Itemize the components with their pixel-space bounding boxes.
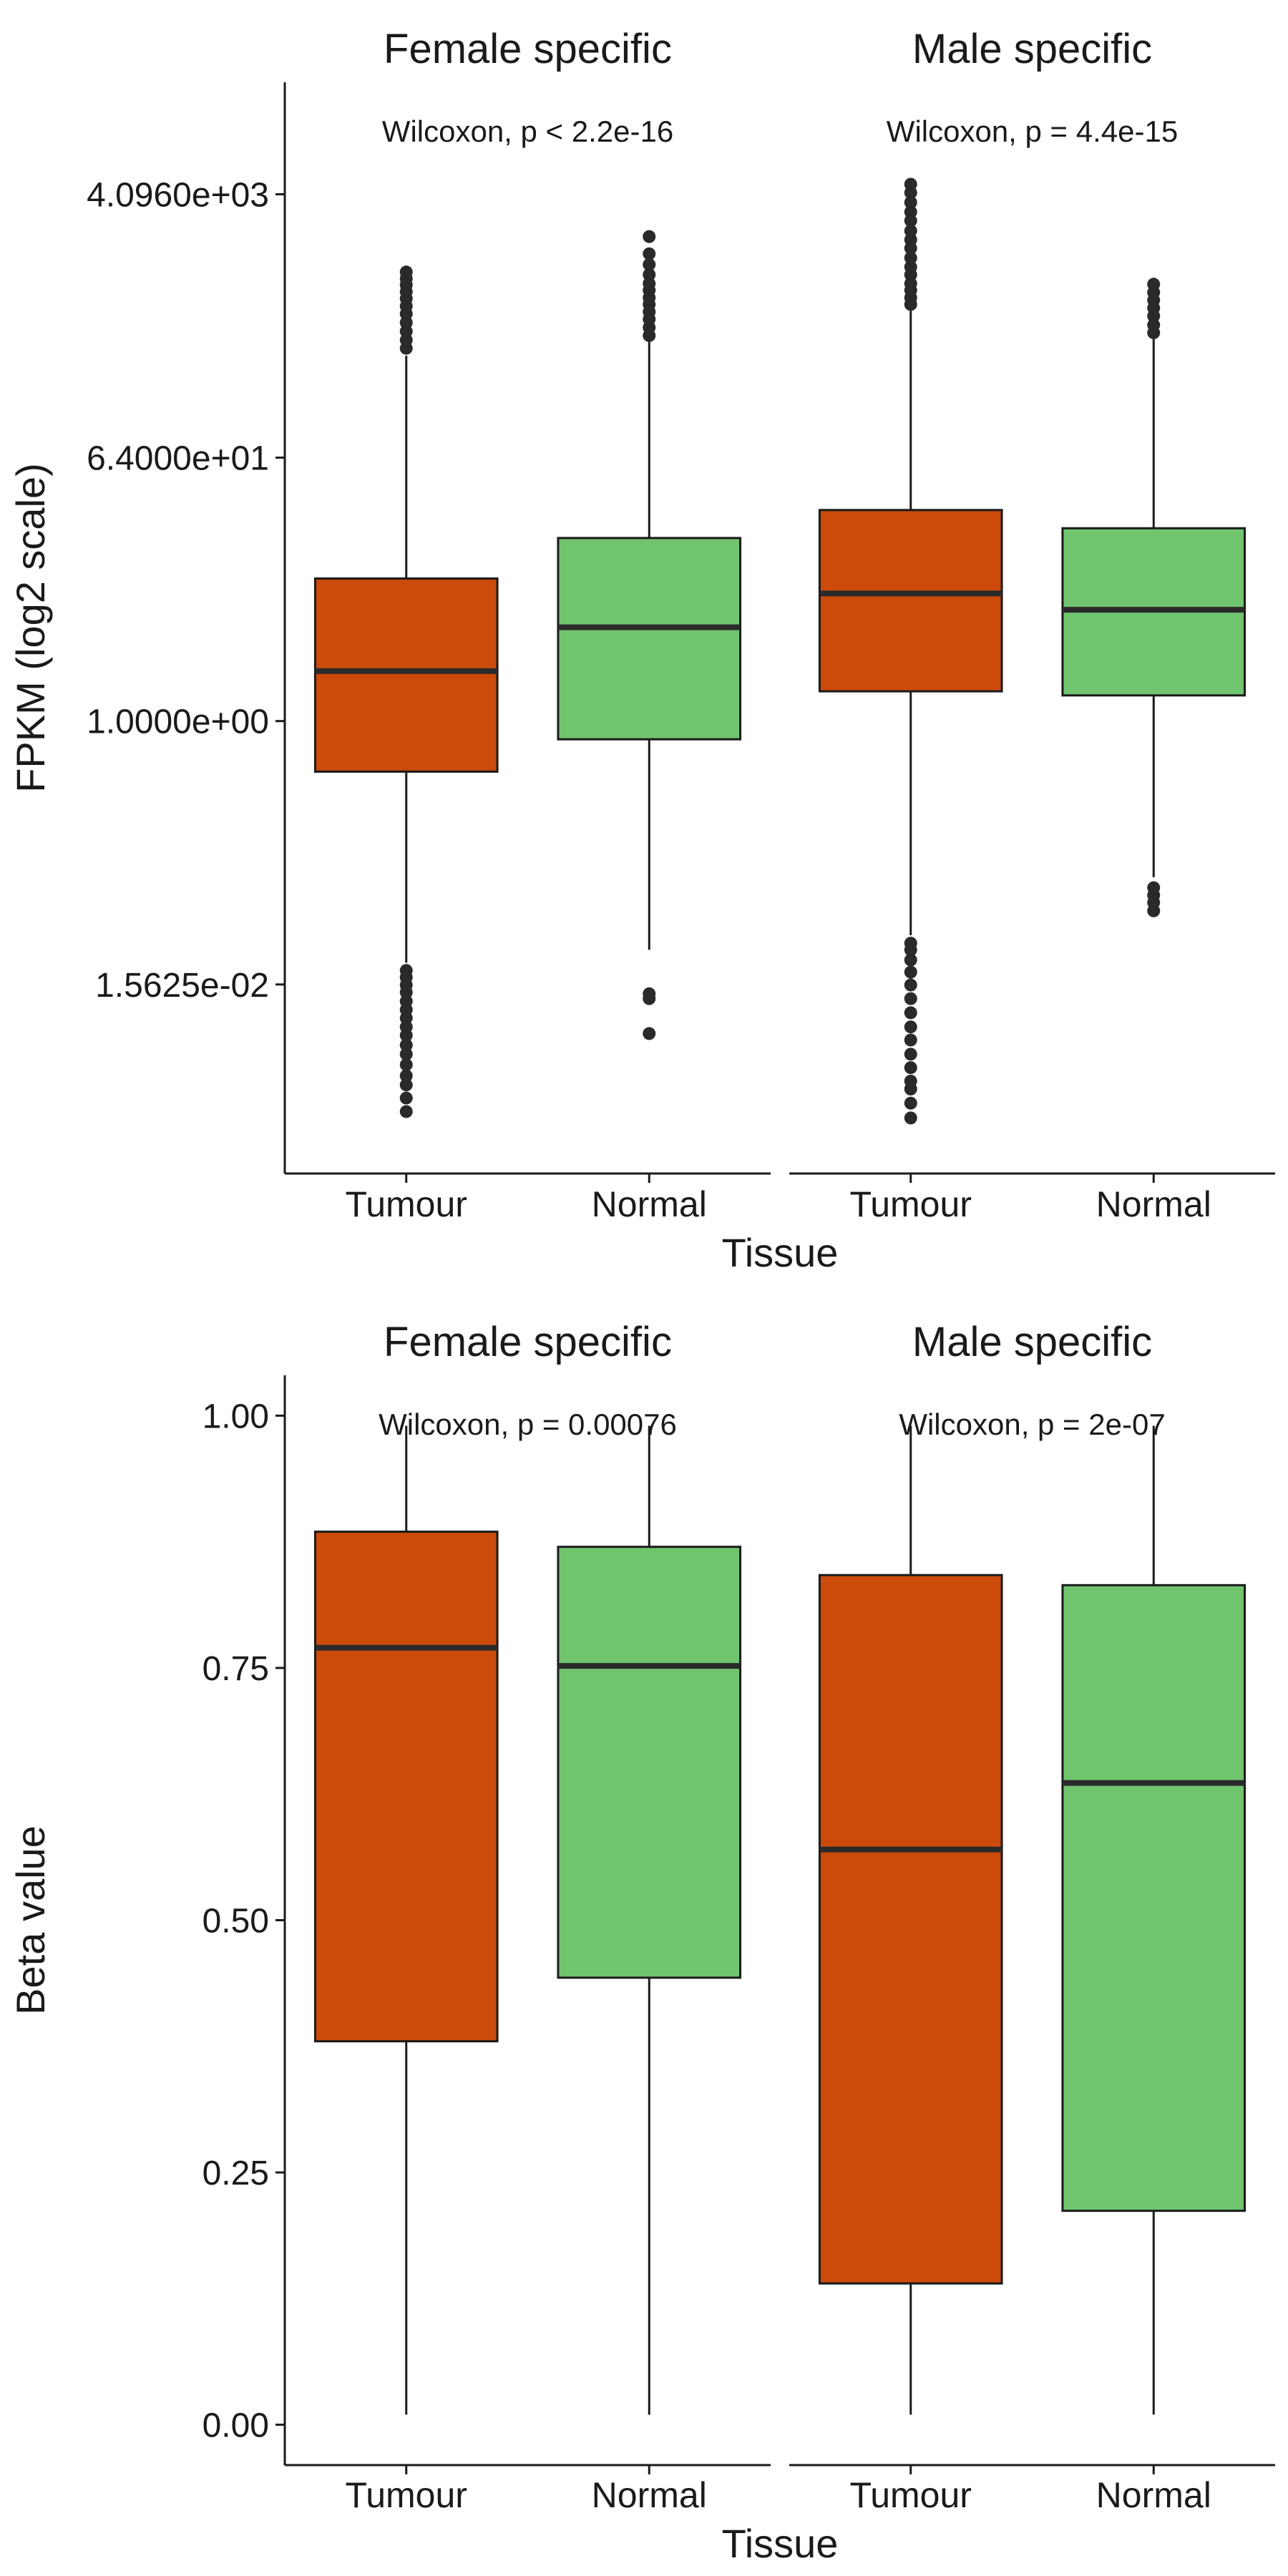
outlier-point: [399, 995, 413, 1008]
x-tick-label: Normal: [1096, 1184, 1211, 1224]
y-axis-title: Beta value: [8, 1825, 53, 2015]
outlier-point: [904, 1006, 917, 1020]
box-iqr: [557, 537, 742, 741]
box-tumour: Tumour: [313, 265, 499, 1224]
box-normal: Normal: [557, 230, 742, 1224]
outlier-point: [399, 1038, 413, 1052]
x-tick-label: Normal: [592, 1184, 707, 1224]
outlier-point: [904, 1096, 917, 1110]
outlier-point: [904, 978, 917, 992]
outlier-point: [904, 251, 917, 265]
box-tumour: Tumour: [818, 1425, 1003, 2515]
beta-boxplot: 0.00 0.25 0.50 0.75 1.00 Beta value Tissue Fema…: [8, 1319, 1275, 2566]
outlier-point: [904, 224, 917, 238]
y-tick-label: 4.0960e+03: [87, 176, 269, 214]
outlier-point: [399, 1058, 413, 1071]
x-tick-label: Tumour: [346, 1184, 467, 1224]
outlier-point: [399, 964, 413, 977]
outlier-point: [643, 230, 656, 243]
wilcoxon-annotation: Wilcoxon, p = 0.00076: [379, 1407, 677, 1441]
y-tick-label: 1.5625e-02: [95, 967, 269, 1005]
outlier-point: [904, 1048, 917, 1061]
outlier-point: [643, 247, 656, 260]
x-tick-label: Tumour: [850, 2475, 972, 2515]
x-axis-title: Tissue: [722, 2521, 839, 2566]
box-normal: Normal: [1061, 278, 1246, 1224]
box-tumour: Tumour: [313, 1425, 499, 2515]
fpkm-boxplot: 1.5625e-02 1.0000e+00 6.4000e+01 4.0960e+03…: [8, 26, 1275, 1275]
wilcoxon-annotation: Wilcoxon, p = 2e-07: [899, 1407, 1165, 1441]
outlier-point: [1147, 881, 1161, 894]
box-iqr: [313, 1531, 499, 2043]
facet-title: Male specific: [912, 1319, 1152, 1365]
y-tick-label: 0.75: [203, 1650, 269, 1688]
outlier-point: [643, 258, 656, 271]
outlier-point: [399, 1091, 413, 1105]
outlier-point: [1147, 278, 1161, 291]
outlier-point: [399, 1020, 413, 1034]
box-iqr: [557, 1546, 742, 1979]
box-iqr: [818, 1574, 1003, 2285]
outlier-point: [904, 1111, 917, 1125]
box-tumour: Tumour: [818, 177, 1003, 1224]
x-axis-title: Tissue: [722, 1230, 839, 1275]
outlier-point: [399, 1069, 413, 1083]
outlier-point: [904, 1033, 917, 1047]
box-normal: Normal: [1061, 1425, 1246, 2515]
outlier-point: [904, 1061, 917, 1075]
y-tick-label: 0.00: [203, 2407, 269, 2445]
box-iqr: [313, 577, 499, 773]
outlier-point: [904, 1020, 917, 1034]
outlier-point: [904, 260, 917, 274]
outlier-point: [643, 277, 656, 291]
box-iqr: [818, 509, 1003, 693]
box-iqr: [1061, 1584, 1246, 2212]
outlier-point: [399, 1048, 413, 1061]
facet-male-specific: Male specific Tumour Normal Wilcoxon, p = 2…: [789, 1319, 1275, 2515]
outlier-point: [643, 268, 656, 281]
y-tick-label: 1.00: [203, 1397, 269, 1435]
x-tick-label: Normal: [592, 2475, 707, 2515]
y-axis-title: FPKM (log2 scale): [8, 463, 53, 793]
facet-title: Female specific: [384, 1319, 672, 1365]
outlier-point: [1147, 318, 1161, 332]
x-tick-label: Normal: [1096, 2475, 1211, 2515]
facet-female-specific: Female specific Tumour Normal Wilcoxon, p <…: [285, 26, 771, 1224]
outlier-point: [904, 953, 917, 967]
wilcoxon-annotation: Wilcoxon, p < 2.2e-16: [382, 114, 673, 148]
outlier-point: [399, 265, 413, 279]
y-tick-label: 6.4000e+01: [87, 440, 269, 478]
outlier-point: [904, 965, 917, 979]
outlier-point: [904, 277, 917, 291]
wilcoxon-annotation: Wilcoxon, p = 4.4e-15: [887, 114, 1178, 148]
outlier-point: [904, 1074, 917, 1088]
box-normal: Normal: [557, 1425, 742, 2515]
outlier-point: [904, 177, 917, 191]
outlier-point: [904, 195, 917, 209]
y-tick-label: 1.0000e+00: [87, 703, 269, 741]
outlier-point: [904, 233, 917, 246]
facet-male-specific: Male specific Tumour Normal Wilcoxon, p = 4…: [789, 26, 1275, 1224]
outlier-point: [643, 987, 656, 1000]
facet-title: Female specific: [384, 26, 672, 72]
outlier-point: [643, 1027, 656, 1040]
x-tick-label: Tumour: [346, 2475, 467, 2515]
outlier-point: [399, 1105, 413, 1118]
x-tick-label: Tumour: [850, 1184, 972, 1224]
outlier-point: [904, 937, 917, 950]
y-tick-label: 0.25: [203, 2155, 269, 2192]
outlier-point: [904, 992, 917, 1005]
outlier-point: [399, 1078, 413, 1092]
facet-title: Male specific: [912, 26, 1152, 72]
facet-female-specific: Female specific Tumour Normal Wilcoxon, p =…: [285, 1319, 771, 2515]
y-tick-label: 0.50: [203, 1903, 269, 1941]
outlier-point: [904, 205, 917, 219]
